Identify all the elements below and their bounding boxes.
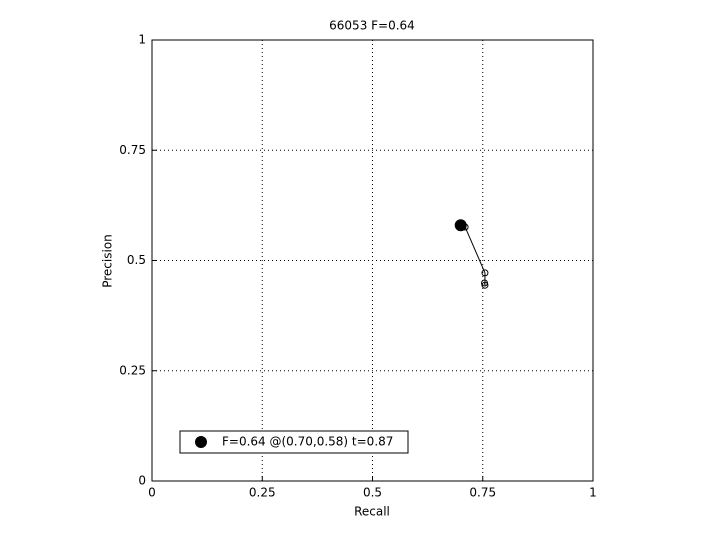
y-tick-label: 0.5 [127,253,146,267]
legend-marker [195,436,207,448]
x-axis-label: Recall [354,505,390,519]
y-tick-label: 0 [138,474,146,488]
pr-point [481,269,489,277]
y-tick-label: 0.75 [119,143,146,157]
x-tick-label: 0.25 [249,486,276,500]
best-point [454,219,467,232]
x-tick-label: 0.5 [363,486,382,500]
pr-point [481,279,489,287]
x-tick-label: 0 [148,486,156,500]
x-tick-label: 1 [589,486,597,500]
y-axis-label: Precision [101,234,115,288]
y-tick-label: 1 [138,33,146,47]
legend-label: F=0.64 @(0.70,0.58) t=0.87 [222,435,393,449]
chart-title: 66053 F=0.64 [329,19,415,33]
legend-box [179,430,409,454]
pr-curve [464,226,486,286]
y-tick-label: 0.25 [119,363,146,377]
plot-layer: 0 0.25 0.5 0.75 1 0 0.25 0.5 0.75 1 F=0.64 @(0.70,… [119,33,597,500]
x-tick-label: 0.75 [469,486,496,500]
